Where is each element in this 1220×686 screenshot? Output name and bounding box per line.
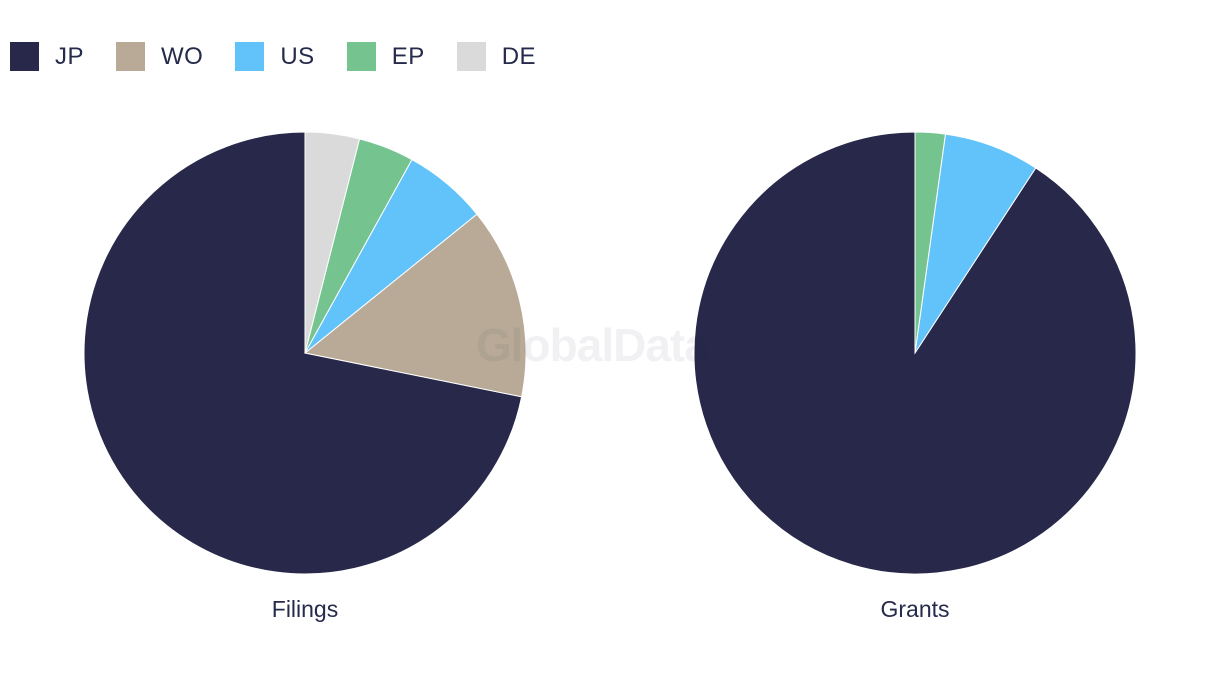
legend-swatch-wo	[116, 42, 146, 71]
legend-label-wo: WO	[161, 42, 204, 70]
pie-slice-filings-de	[304, 131, 361, 354]
legend-label-us: US	[280, 42, 315, 70]
pie-grants: Grants	[693, 131, 1137, 622]
legend-label-de: DE	[501, 42, 537, 70]
legend-swatch-us	[235, 42, 265, 71]
legend-label-ep: EP	[391, 42, 425, 70]
legend-item-de: DE	[456, 42, 537, 71]
pie-slice-filings-wo	[303, 213, 527, 398]
legend-item-wo: WO	[116, 42, 203, 71]
chart-legend: JP WO US EP DE	[10, 42, 568, 71]
pie-slice-filings-jp	[83, 131, 523, 575]
legend-swatch-jp	[10, 42, 39, 71]
legend-label-jp: JP	[55, 42, 85, 70]
legend-item-ep: EP	[346, 42, 425, 71]
watermark: GlobalData	[476, 319, 710, 371]
pie-slice-grants-ep	[914, 131, 947, 354]
pie-filings: Filings	[83, 131, 527, 622]
legend-swatch-de	[456, 42, 486, 71]
legend-item-jp: JP	[10, 42, 84, 71]
pie-title-filings: Filings	[272, 596, 338, 622]
pie-title-grants: Grants	[880, 596, 949, 622]
legend-item-us: US	[235, 42, 314, 71]
legend-swatch-ep	[346, 42, 376, 71]
